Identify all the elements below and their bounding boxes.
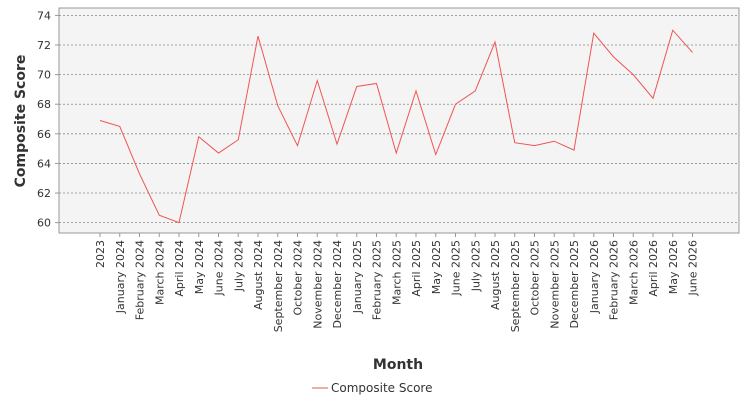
data-point	[217, 152, 220, 155]
data-point	[395, 152, 398, 155]
data-point	[336, 143, 339, 146]
data-point	[533, 144, 536, 147]
x-tick-label: December 2024	[331, 240, 344, 329]
x-tick-label: April 2025	[410, 240, 423, 297]
data-point	[237, 138, 240, 141]
y-axis-title: Composite Score	[13, 55, 29, 188]
series-line	[99, 29, 693, 224]
grid-lines	[59, 15, 739, 224]
x-tick-label: March 2025	[390, 240, 403, 305]
x-axis: 2023 January 2024 February 2024 March 2024 A…	[94, 233, 700, 332]
y-tick-label: 70	[37, 69, 51, 82]
data-point	[652, 97, 655, 100]
data-point	[632, 73, 635, 76]
x-tick-label: April 2024	[173, 240, 186, 297]
x-tick-label: October 2024	[292, 240, 305, 316]
data-point	[296, 144, 299, 147]
x-tick-label: July 2025	[469, 240, 482, 292]
data-point	[474, 89, 477, 92]
x-tick-label: November 2025	[548, 240, 561, 329]
x-tick-label: October 2025	[529, 240, 542, 316]
y-tick-label: 72	[37, 39, 51, 52]
y-tick-label: 68	[37, 98, 51, 111]
data-point	[99, 119, 102, 122]
data-point	[573, 149, 576, 152]
data-point	[158, 214, 161, 217]
x-axis-title: Month	[373, 357, 423, 373]
data-point	[612, 55, 615, 58]
x-tick-label: June 2025	[450, 240, 463, 296]
data-point	[434, 153, 437, 156]
y-tick-label: 74	[37, 9, 51, 22]
data-point	[197, 135, 200, 138]
x-tick-label: June 2026	[687, 240, 700, 296]
x-tick-label: May 2025	[430, 240, 443, 294]
x-tick-label: September 2024	[272, 240, 285, 332]
data-point	[553, 140, 556, 143]
data-point	[138, 172, 141, 175]
y-tick-label: 60	[37, 217, 51, 230]
data-point	[257, 35, 260, 38]
x-tick-label: May 2026	[667, 240, 680, 294]
data-point	[592, 32, 595, 35]
data-point	[375, 82, 378, 85]
legend-label: Composite Score	[331, 381, 432, 395]
x-tick-label: March 2024	[153, 240, 166, 305]
y-tick-label: 64	[37, 157, 51, 170]
x-tick-label: February 2026	[608, 240, 621, 320]
data-point	[671, 29, 674, 32]
x-tick-label: July 2024	[232, 240, 245, 292]
plot-area	[58, 7, 740, 234]
x-tick-label: January 2025	[351, 240, 364, 314]
x-tick-label: September 2025	[509, 240, 522, 332]
x-tick-label: March 2026	[627, 240, 640, 305]
series-group	[99, 29, 694, 224]
x-tick-label: April 2026	[647, 240, 660, 297]
x-tick-label: February 2024	[134, 240, 147, 320]
x-tick-label: 2023	[94, 240, 107, 268]
x-tick-label: November 2024	[311, 240, 324, 329]
x-tick-label: August 2024	[252, 240, 265, 310]
x-tick-label: June 2024	[213, 240, 226, 296]
legend: Composite Score	[312, 381, 432, 395]
data-point	[178, 221, 181, 224]
data-point	[454, 103, 457, 106]
data-point	[494, 41, 497, 44]
x-tick-label: May 2024	[193, 240, 206, 294]
x-tick-label: August 2025	[489, 240, 502, 310]
data-point	[118, 125, 121, 128]
x-tick-label: February 2025	[371, 240, 384, 320]
data-point	[691, 51, 694, 54]
data-point	[316, 79, 319, 82]
data-point	[513, 141, 516, 144]
data-point	[276, 104, 279, 107]
data-point	[355, 85, 358, 88]
x-tick-label: January 2026	[588, 240, 601, 314]
y-tick-label: 62	[37, 187, 51, 200]
y-axis: 60 62 64 66 68 70 72 74	[37, 9, 59, 230]
x-tick-label: January 2024	[114, 240, 127, 314]
y-tick-label: 66	[37, 128, 51, 141]
x-tick-label: December 2025	[568, 240, 581, 329]
data-point	[415, 89, 418, 92]
